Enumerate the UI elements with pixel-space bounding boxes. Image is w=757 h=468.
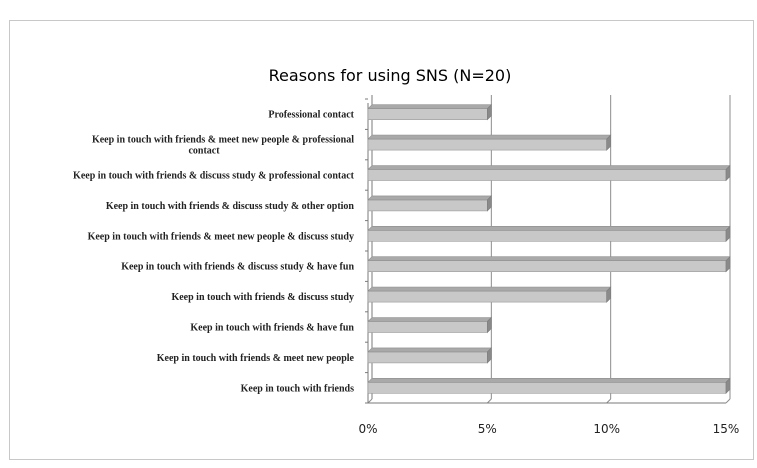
category-labels: Professional contact Keep in touch with f… [73, 110, 355, 395]
bar-6 [367, 286, 612, 303]
bar-side-5 [725, 255, 731, 273]
bar-7 [367, 316, 493, 334]
category-label-9: Keep in touch with friends [241, 383, 354, 394]
bar-side-7 [487, 316, 492, 334]
category-label-5: Keep in touch with friends & discuss stu… [121, 262, 354, 273]
category-label-6: Keep in touch with friends & discuss stu… [171, 292, 354, 303]
bar-top-4 [367, 226, 731, 231]
floor-edge-1 [486, 398, 492, 404]
bar-top-3 [367, 195, 493, 201]
x-tick-label-3: 15% [713, 422, 740, 436]
bar-side-1 [606, 134, 611, 151]
floor-edge-2 [606, 398, 612, 404]
bar-top-2 [367, 165, 731, 170]
x-tick-label-1: 5% [478, 422, 497, 436]
category-label-0: Professional contact [268, 110, 354, 121]
bar-front-0 [367, 108, 488, 120]
bar-top-9 [367, 377, 731, 383]
bar-5 [367, 255, 731, 273]
bar-1 [367, 134, 612, 151]
category-label-7: Keep in touch with friends & have fun [190, 323, 354, 334]
bar-top-1 [367, 134, 612, 140]
bar-top-0 [367, 104, 493, 109]
bar-side-8 [487, 347, 492, 364]
category-label-2: Keep in touch with friends & discuss stu… [73, 171, 355, 182]
bar-front-5 [367, 260, 727, 272]
category-label-3: Keep in touch with friends & discuss stu… [106, 201, 355, 212]
x-tick-labels: 0% 5% 10% 15% [358, 422, 739, 436]
chart-frame: Reasons for using SNS (N=20) Professiona… [9, 20, 754, 460]
bar-front-2 [367, 169, 727, 181]
x-tick-label-2: 10% [593, 422, 620, 436]
bar-front-9 [367, 381, 727, 394]
x-tick-label-0: 0% [358, 422, 377, 436]
bar-9 [367, 377, 731, 395]
bar-side-9 [725, 377, 731, 395]
bar-front-1 [367, 138, 607, 151]
chart-title: Reasons for using SNS (N=20) [269, 66, 512, 85]
bar-8 [367, 347, 493, 364]
bar-side-2 [725, 164, 731, 182]
bar-front-8 [367, 351, 488, 364]
bar-4 [367, 225, 731, 243]
category-label-1: Keep in touch with friends & meet new pe… [92, 135, 354, 157]
bar-side-0 [487, 103, 492, 121]
category-label-8: Keep in touch with friends & meet new pe… [157, 353, 355, 364]
bar-3 [367, 195, 493, 212]
floor-edge-0 [367, 398, 373, 404]
bar-front-4 [367, 230, 727, 242]
bar-0 [367, 103, 493, 121]
bar-top-6 [367, 286, 612, 292]
floor-edge-3 [725, 398, 731, 404]
bar-front-3 [367, 199, 488, 212]
bar-2 [367, 164, 731, 182]
bar-top-8 [367, 347, 493, 353]
bar-side-4 [725, 225, 731, 243]
bars [367, 103, 731, 395]
bar-chart: Reasons for using SNS (N=20) Professiona… [73, 66, 739, 436]
bar-front-6 [367, 290, 607, 303]
bar-top-5 [367, 256, 731, 261]
bar-top-7 [367, 317, 493, 322]
bar-side-6 [606, 286, 611, 303]
category-label-4: Keep in touch with friends & meet new pe… [88, 231, 354, 242]
bar-side-3 [487, 195, 492, 212]
bar-front-7 [367, 321, 488, 333]
